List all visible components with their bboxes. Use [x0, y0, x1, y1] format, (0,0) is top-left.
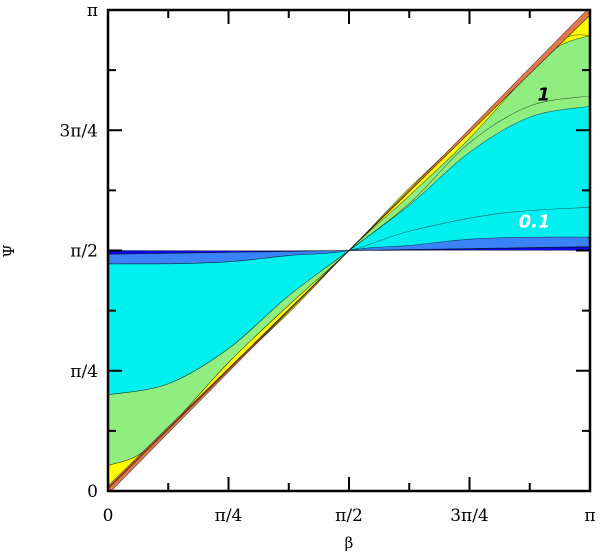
y-tick-label: 3π/4 — [59, 121, 98, 141]
y-axis-label: Ψ — [0, 244, 18, 257]
contour-value-label: 1 — [537, 85, 550, 106]
plot-frame — [106, 8, 592, 493]
y-tick-label: π/4 — [70, 362, 98, 382]
contour-value-label: 0.1 — [519, 212, 551, 233]
x-tick-label: 3π/4 — [450, 506, 489, 526]
x-axis-label: β — [345, 534, 354, 552]
x-tick-label: 0 — [103, 506, 114, 526]
y-tick-label: π — [87, 1, 98, 21]
contour-bands — [107, 9, 591, 492]
y-tick-label: 0 — [87, 482, 98, 502]
x-tick-label: π — [584, 506, 595, 526]
y-tick-label: π/2 — [70, 242, 98, 262]
x-tick-label: π/2 — [335, 506, 363, 526]
contour-labels: 10.1 — [519, 85, 551, 233]
tick-labels: 0 π/4 π/2 3π/4 π 0 π/4 π/2 3π/4 π — [59, 1, 595, 526]
x-tick-label: π/4 — [215, 506, 243, 526]
